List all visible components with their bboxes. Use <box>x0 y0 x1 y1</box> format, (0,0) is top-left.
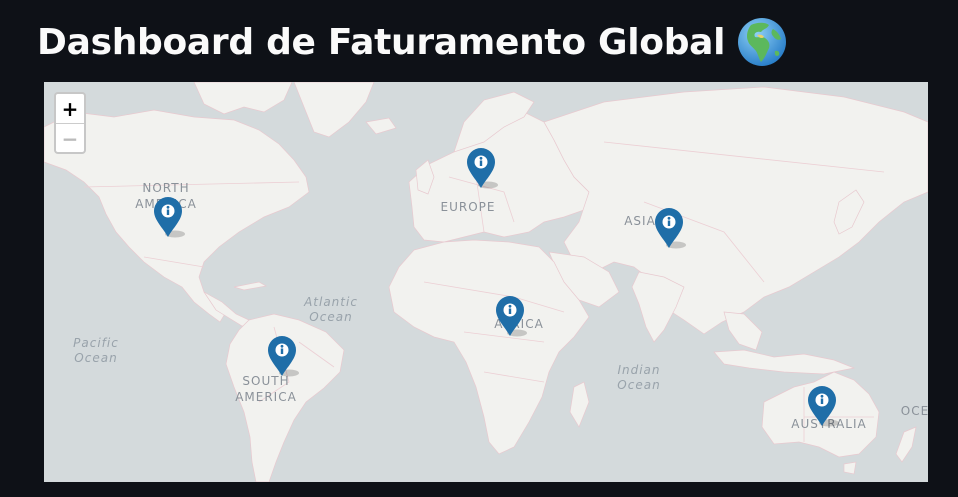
map-marker-south-america[interactable] <box>267 335 299 377</box>
map-marker-africa[interactable] <box>495 295 527 337</box>
map-marker-europe[interactable] <box>466 147 498 189</box>
info-icon <box>268 336 299 377</box>
info-icon <box>655 208 686 249</box>
continent-label-south-america: SOUTH AMERICA <box>235 374 297 404</box>
zoom-out-button[interactable]: − <box>56 123 84 152</box>
zoom-in-button[interactable]: + <box>61 96 79 121</box>
info-icon <box>467 148 498 189</box>
globe-icon <box>737 17 787 67</box>
zoom-control: + − <box>54 92 86 154</box>
continent-label-asia: ASIA <box>624 214 656 228</box>
continent-label-australia: AUSTRALIA <box>791 416 866 432</box>
map-tiles <box>44 82 928 482</box>
map-marker-australia[interactable] <box>807 385 839 427</box>
info-icon <box>496 296 527 337</box>
world-map[interactable]: + − NORTHAMERICA EUROPE ASIA AFRICA SOUT… <box>44 82 928 482</box>
ocean-label-indian: Indian Ocean <box>617 363 661 392</box>
info-icon <box>808 386 839 427</box>
page-header: Dashboard de Faturamento Global <box>37 14 787 70</box>
continent-label-europe: EUROPE <box>440 200 496 214</box>
info-icon <box>154 197 185 238</box>
ocean-label-edge: OCE <box>900 404 928 418</box>
map-marker-asia[interactable] <box>654 207 686 249</box>
ocean-label-atlantic: Atlantic Ocean <box>304 295 358 324</box>
map-marker-north-america[interactable] <box>153 196 185 238</box>
ocean-label-pacific: Pacific Ocean <box>73 336 119 365</box>
page-title: Dashboard de Faturamento Global <box>37 21 726 63</box>
